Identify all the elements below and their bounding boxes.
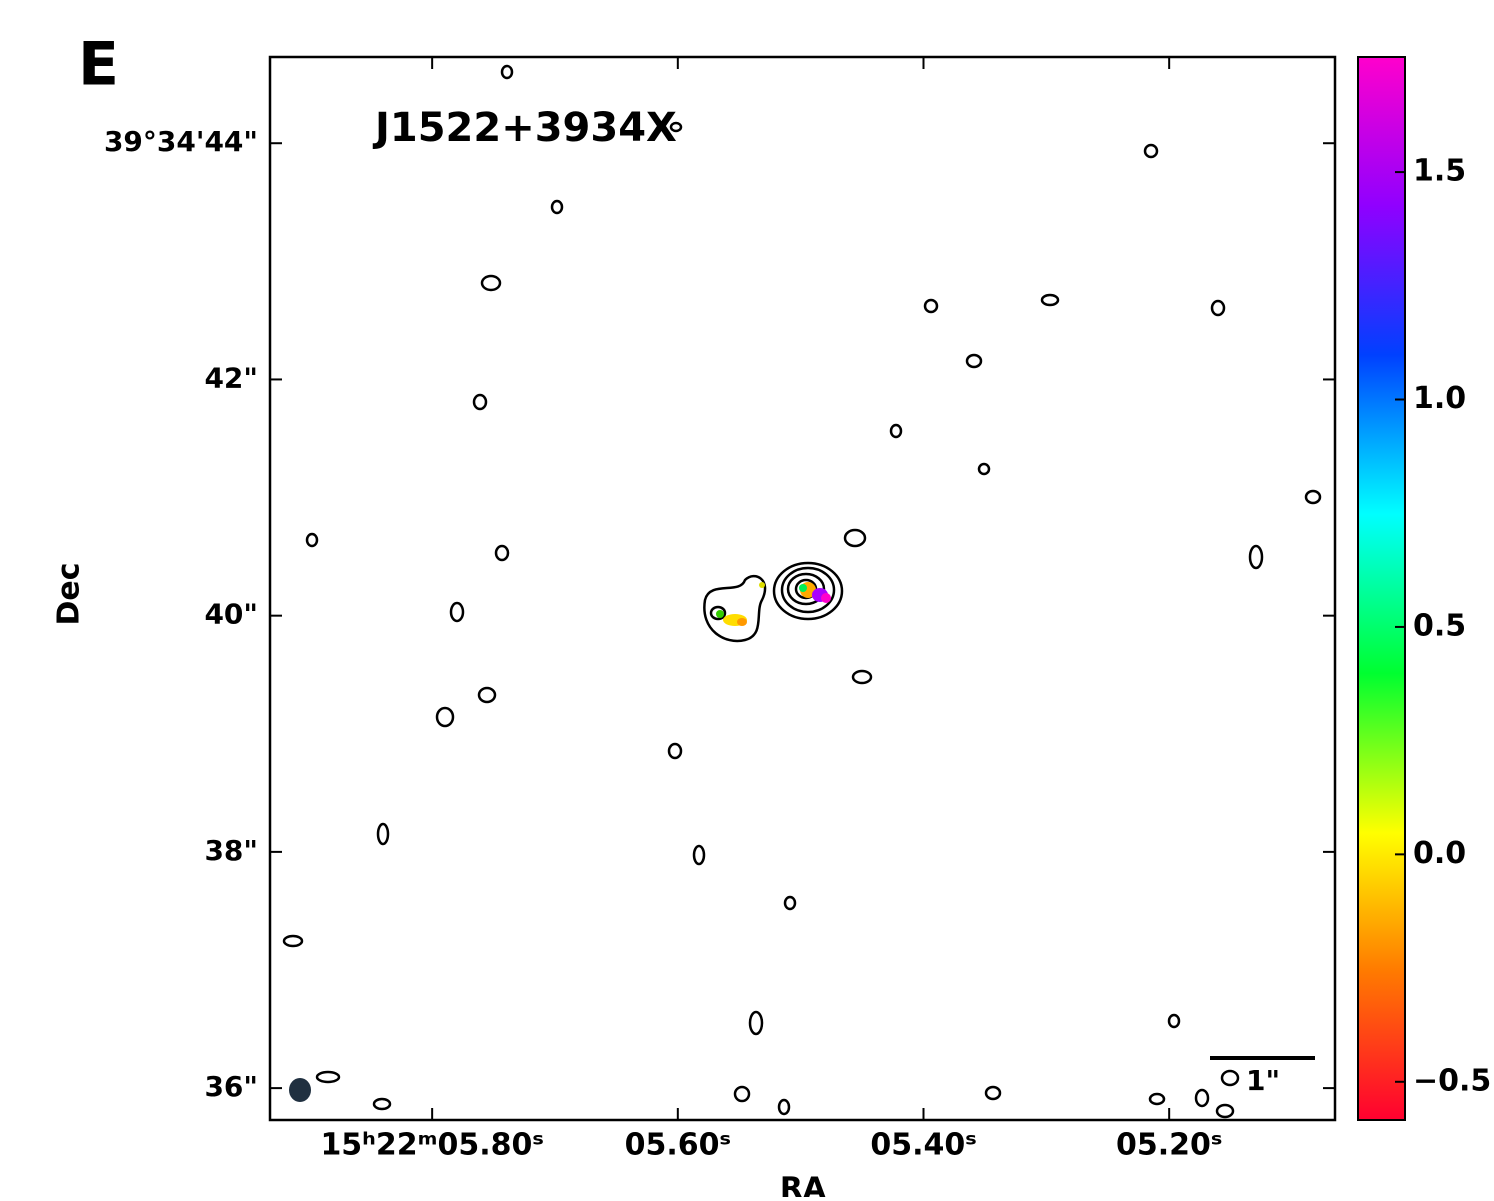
source-name: J1522+3934X <box>372 105 677 151</box>
scale-bar-label: 1" <box>1246 1064 1280 1097</box>
y-tick-label: 38" <box>204 834 258 867</box>
colorbar-tick-label: 0.0 <box>1413 836 1466 871</box>
colorbar-tick-label: 0.5 <box>1413 608 1466 643</box>
x-tick-label: 05.20ˢ <box>1116 1128 1222 1163</box>
x-tick-label: 05.40ˢ <box>870 1128 976 1163</box>
y-tick-label: 36" <box>204 1070 258 1103</box>
x-tick-label: 05.60ˢ <box>625 1128 731 1163</box>
panel-label: E <box>78 30 119 100</box>
y-tick-label: 39°34'44" <box>104 125 258 158</box>
x-axis-label: RA <box>780 1172 827 1198</box>
y-tick-label: 42" <box>204 361 258 394</box>
colorbar-tick-label: −0.5 <box>1413 1063 1491 1098</box>
colorbar <box>1358 57 1405 1120</box>
y-axis-label: Dec <box>52 562 87 625</box>
beam <box>289 1078 311 1102</box>
y-tick-label: 40" <box>204 598 258 631</box>
colorbar-tick-label: 1.5 <box>1413 154 1466 189</box>
colorbar-tick-label: 1.0 <box>1413 381 1466 416</box>
x-tick-label: 15ʰ22ᵐ05.80ˢ <box>320 1128 543 1163</box>
figure: E J1522+3934X 1" RA Dec 15ʰ22ᵐ05.80ˢ 05.6… <box>0 0 1494 1197</box>
